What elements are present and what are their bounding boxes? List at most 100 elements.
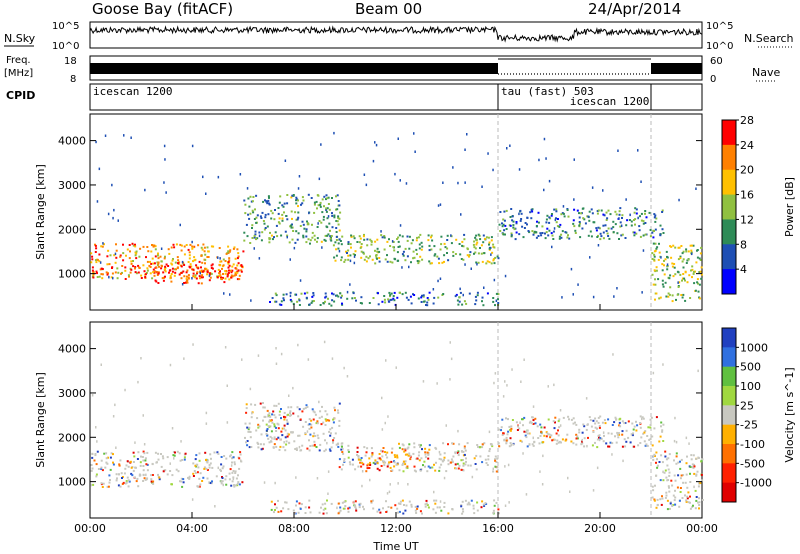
echo-cell <box>257 426 260 429</box>
echo-cell <box>454 467 457 470</box>
echo-cell <box>346 375 349 378</box>
echo-cell <box>157 262 160 265</box>
echo-cell <box>221 477 224 479</box>
echo-cell <box>186 281 189 284</box>
echo-cell <box>393 461 396 464</box>
echo-cell <box>661 283 664 286</box>
echo-cell <box>685 262 688 264</box>
echo-cell <box>257 446 260 449</box>
echo-cell <box>250 403 253 406</box>
echo-cell <box>362 251 365 254</box>
echo-cell <box>170 280 173 283</box>
echo-cell <box>512 224 515 227</box>
echo-cell <box>417 454 420 457</box>
echo-cell <box>588 416 591 419</box>
echo-cell <box>401 293 404 296</box>
echo-cell <box>232 470 235 472</box>
echo-cell <box>374 262 377 265</box>
echo-cell <box>138 255 141 258</box>
echo-cell <box>567 476 569 480</box>
echo-cell <box>397 511 400 514</box>
echo-cell <box>421 245 424 248</box>
echo-cell <box>674 503 677 506</box>
echo-cell <box>154 245 157 248</box>
echo-cell <box>475 468 478 471</box>
colorbar-swatch <box>722 347 736 368</box>
echo-cell <box>644 444 647 447</box>
echo-cell <box>115 249 118 252</box>
echo-cell <box>611 442 614 445</box>
echo-cell <box>620 234 623 237</box>
echo-cell <box>351 458 354 461</box>
echo-cell <box>388 238 390 241</box>
echo-cell <box>649 424 652 426</box>
echo-cell <box>450 461 453 464</box>
echo-cell <box>263 222 266 225</box>
echo-cell <box>697 501 699 504</box>
echo-cell <box>266 225 269 228</box>
echo-cell <box>554 218 557 222</box>
echo-cell <box>347 449 350 452</box>
echo-cell <box>564 439 567 442</box>
echo-cell <box>204 262 206 265</box>
echo-cell <box>161 265 163 268</box>
echo-cell <box>592 419 595 422</box>
echo-cell <box>363 258 366 261</box>
echo-cell <box>527 432 530 435</box>
echo-cell <box>426 297 429 299</box>
echo-cell <box>290 226 293 229</box>
echo-cell <box>405 182 408 185</box>
echo-cell <box>282 507 285 510</box>
echo-cell <box>210 264 213 267</box>
echo-cell <box>286 234 289 237</box>
echo-cell <box>162 276 165 279</box>
echo-cell <box>475 239 478 242</box>
echo-cell <box>636 424 639 427</box>
colorbar-tick-label: 20 <box>740 164 754 177</box>
echo-cell <box>375 143 378 147</box>
echo-cell <box>699 482 702 484</box>
echo-cell <box>320 143 322 146</box>
echo-cell <box>684 279 686 282</box>
echo-cell <box>325 419 328 422</box>
echo-cell <box>503 439 506 442</box>
echo-cell <box>337 242 340 245</box>
echo-cell <box>409 454 412 457</box>
colorbar-tick-label: 500 <box>740 361 761 374</box>
echo-cell <box>587 215 590 218</box>
echo-cell <box>211 466 214 469</box>
echo-cell <box>494 304 496 307</box>
echo-cell <box>381 300 384 303</box>
echo-cell <box>231 471 234 474</box>
echo-cell <box>172 451 175 453</box>
echo-cell <box>264 213 267 216</box>
echo-cell <box>638 229 641 232</box>
echo-cell <box>693 463 695 466</box>
echo-cell <box>277 221 280 224</box>
echo-cell <box>658 461 661 463</box>
echo-cell <box>289 294 292 298</box>
echo-cell <box>385 359 387 362</box>
echo-cell <box>210 267 213 269</box>
echo-cell <box>677 258 680 261</box>
echo-cell <box>442 442 445 445</box>
echo-cell <box>496 466 499 469</box>
echo-cell <box>655 292 658 295</box>
echo-cell <box>142 469 145 472</box>
echo-cell <box>321 198 324 201</box>
echo-cell <box>579 236 582 239</box>
echo-cell <box>487 455 490 458</box>
echo-cell <box>487 152 489 155</box>
echo-cell <box>661 461 664 464</box>
echo-cell <box>678 281 681 284</box>
echo-cell <box>406 467 409 469</box>
echo-cell <box>291 431 294 434</box>
echo-cell <box>268 441 271 444</box>
echo-cell <box>440 509 443 512</box>
echo-cell <box>578 224 581 227</box>
echo-cell <box>570 418 573 421</box>
echo-cell <box>526 445 529 448</box>
echo-cell <box>305 241 308 244</box>
echo-cell <box>447 443 449 446</box>
